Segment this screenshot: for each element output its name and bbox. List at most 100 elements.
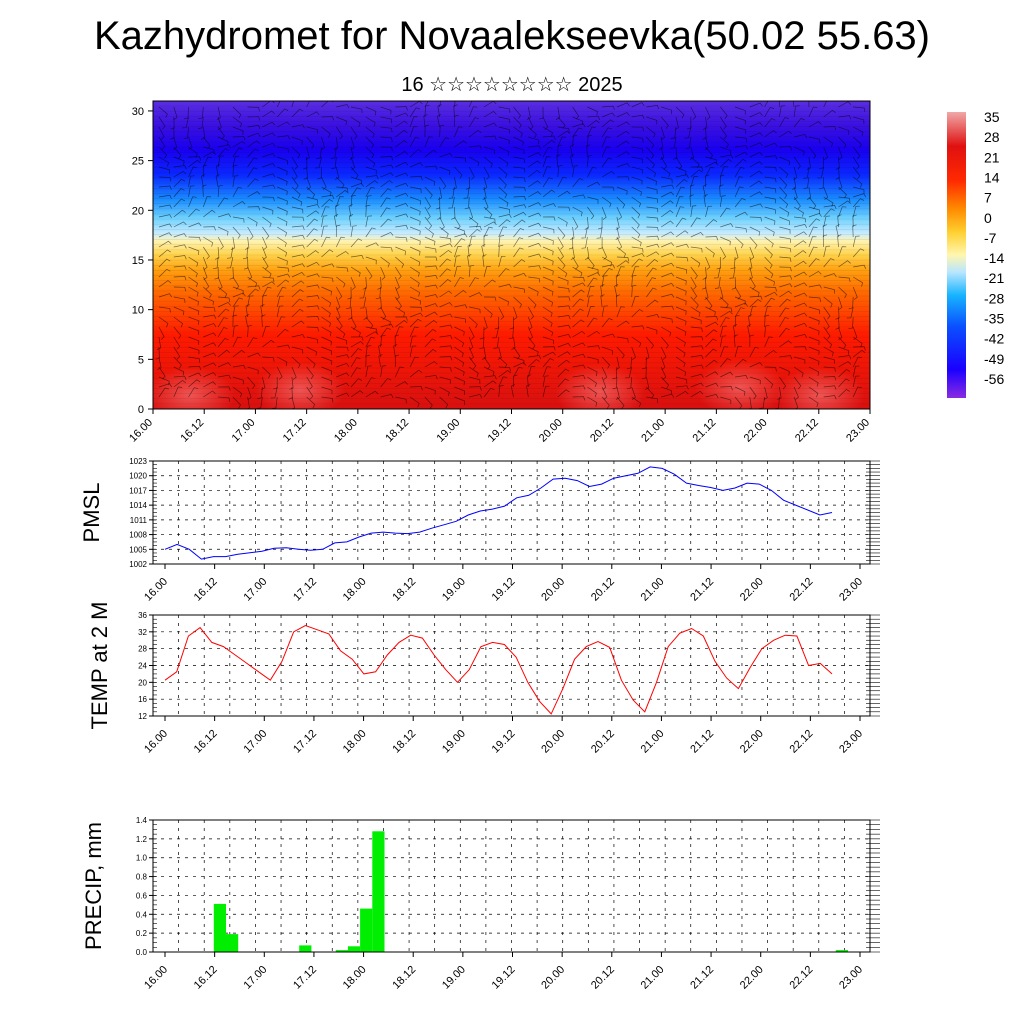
wind-barb (601, 136, 611, 148)
wind-barb (469, 145, 482, 150)
wind-barb (336, 326, 346, 338)
wind-barb (823, 346, 834, 357)
wind-barb (808, 396, 819, 408)
wind-barb (779, 176, 788, 189)
wind-barb (734, 158, 747, 168)
wind-barb (557, 368, 570, 378)
wind-barb (306, 204, 320, 209)
wind-barb (749, 305, 757, 318)
wind-barb (542, 177, 553, 188)
wind-barb (482, 186, 487, 200)
wind-barb (848, 316, 854, 330)
wind-barb (572, 298, 584, 308)
wind-barb (454, 290, 467, 298)
wind-barb (262, 226, 270, 240)
wind-barb (660, 356, 666, 370)
wind-barb (158, 156, 169, 167)
wind-barb (395, 112, 409, 118)
wind-barb (730, 256, 736, 270)
wind-barb (232, 141, 246, 148)
wind-barb (542, 216, 556, 221)
wind-barb (336, 372, 350, 378)
wind-barb (734, 186, 744, 198)
wind-barb (670, 136, 677, 149)
wind-barb (690, 355, 704, 360)
wind-barb (188, 346, 200, 355)
wind-barb (779, 216, 790, 226)
wind-barb (291, 234, 305, 240)
wind-barb (498, 226, 508, 238)
wind-barb (542, 166, 551, 178)
wind-barb (247, 167, 258, 178)
wind-barb (631, 216, 640, 229)
wind-barb (365, 146, 375, 159)
wind-barb (439, 176, 447, 190)
wind-barb (306, 101, 310, 108)
wind-barb (735, 126, 747, 134)
wind-barb (365, 377, 376, 388)
wind-barb (173, 165, 187, 170)
wind-barb (705, 321, 719, 328)
wind-barb (734, 346, 742, 358)
wind-barb (277, 266, 290, 273)
ytick-label: 28 (138, 645, 147, 654)
wind-barb (690, 266, 698, 280)
wind-barb (570, 154, 575, 168)
wind-barb (793, 240, 807, 248)
wind-barb (542, 236, 554, 245)
wind-barb (158, 204, 172, 209)
wind-barb (646, 386, 655, 399)
heatmap-xtick-label: 17.12 (281, 417, 309, 445)
wind-barb (276, 305, 284, 318)
heatmap-xtick-label: 20.00 (537, 417, 565, 445)
wind-barb (572, 308, 584, 318)
heatmap-ytick-label: 5 (138, 354, 144, 366)
wind-barb (232, 396, 241, 409)
wind-barb (749, 236, 758, 249)
wind-barb (232, 376, 244, 385)
wind-barb (852, 136, 862, 149)
wind-barb (350, 238, 363, 248)
heatmap-ytick-label: 30 (132, 106, 144, 118)
ytick-label: 0.2 (136, 929, 148, 938)
wind-barb (158, 223, 172, 228)
colorbar-label: -7 (984, 230, 997, 246)
wind-barb (217, 317, 228, 328)
wind-barb (469, 225, 482, 231)
wind-barb (483, 226, 493, 238)
wind-barb (690, 256, 701, 268)
wind-barb (572, 282, 586, 288)
wind-barb (346, 296, 352, 310)
wind-barb (513, 286, 525, 294)
wind-barb (808, 296, 821, 302)
wind-barb (317, 166, 322, 180)
wind-barb (409, 216, 421, 226)
wind-barb (247, 337, 258, 348)
wind-barb (601, 127, 612, 138)
wind-barb (808, 386, 819, 398)
wind-barb (660, 210, 674, 218)
wind-barb (660, 376, 670, 389)
wind-barb (600, 284, 605, 298)
wind-barb (262, 196, 275, 202)
precip-bar (335, 950, 348, 952)
wind-barb (158, 194, 172, 200)
wind-barb (749, 132, 763, 138)
wind-barb (232, 314, 238, 328)
wind-barb (806, 186, 812, 200)
wind-barb (557, 136, 567, 148)
wind-barb (439, 386, 450, 397)
wind-barb (852, 198, 865, 208)
wind-barb (198, 106, 204, 120)
xtick-label: 23.00 (837, 728, 865, 756)
wind-barb (852, 156, 860, 170)
wind-barb (173, 375, 187, 381)
wind-barb (719, 317, 730, 328)
wind-barb (498, 306, 505, 320)
wind-barb (838, 206, 847, 218)
wind-barb (542, 296, 553, 307)
wind-barb (823, 204, 837, 210)
ytick-label: 1.4 (136, 816, 148, 825)
wind-barb (557, 206, 571, 212)
wind-barb (570, 144, 575, 158)
